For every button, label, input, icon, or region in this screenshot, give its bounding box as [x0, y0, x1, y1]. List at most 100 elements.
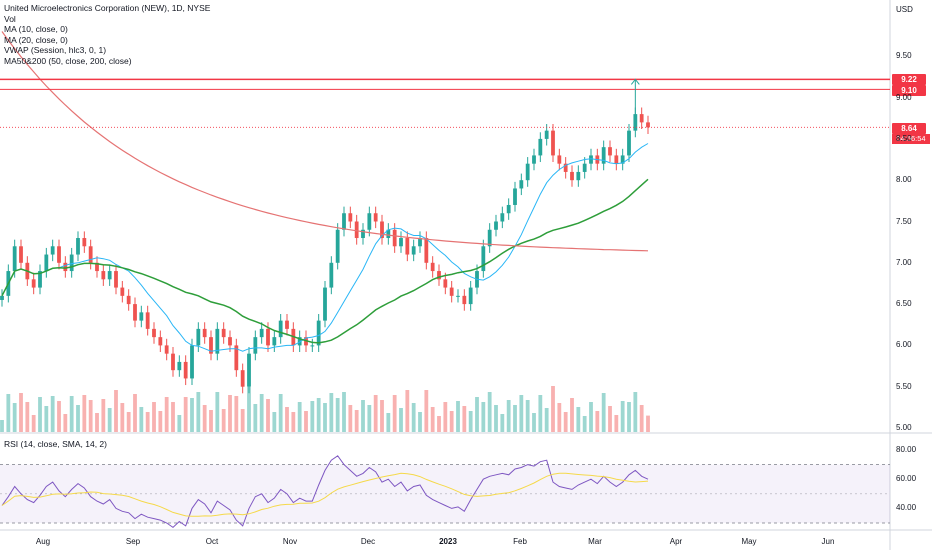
price-tick-label: 6.00	[896, 340, 912, 350]
volume-bar	[576, 407, 581, 432]
resistance-badge-1: 9.22	[892, 74, 926, 85]
candle-body	[614, 155, 619, 164]
rsi-line	[1, 455, 649, 529]
candle-body	[342, 213, 346, 230]
volume-bar	[278, 394, 283, 432]
candle-body	[519, 180, 524, 189]
candle-body	[323, 287, 327, 321]
volume-bar	[380, 400, 384, 432]
rsi-ma-line	[1, 472, 649, 517]
volume-bar	[405, 390, 410, 432]
legend-vol: Vol	[4, 13, 16, 24]
candle-body	[513, 188, 517, 205]
volume-bar	[639, 405, 644, 432]
candle-body	[437, 271, 441, 280]
candle-body	[481, 246, 486, 272]
candle-body	[31, 279, 36, 288]
volume-bar	[50, 396, 55, 432]
volume-bar	[646, 415, 650, 432]
candle-body	[95, 262, 99, 272]
candle-body	[69, 254, 74, 272]
volume-bar	[538, 395, 543, 432]
candle-body	[468, 287, 473, 305]
volume-bar	[57, 401, 61, 432]
volume-bar	[164, 397, 169, 432]
candle-body	[171, 353, 175, 371]
volume-bar	[614, 415, 619, 432]
rsi-tick-label: 80.00	[896, 445, 917, 454]
candle-body	[386, 229, 391, 239]
candle-body	[329, 262, 334, 288]
candle-body	[392, 229, 397, 247]
currency-label: USD	[896, 5, 913, 14]
volume-bar	[557, 403, 562, 432]
legend-vwap: VWAP (Session, hlc3, 0, 1)	[4, 45, 107, 55]
candle-body	[589, 155, 593, 164]
candle-body	[443, 279, 448, 288]
volume-bar	[215, 392, 220, 432]
candle-body	[361, 229, 365, 239]
candle-body	[646, 122, 650, 128]
volume-bar	[500, 414, 505, 432]
candle-body	[177, 361, 182, 371]
volume-bar	[335, 398, 340, 432]
volume-bar	[202, 405, 207, 432]
candle-body	[348, 213, 353, 222]
volume-bar	[0, 420, 4, 432]
candle-body	[627, 130, 631, 156]
candle-body	[354, 221, 359, 239]
volume-bar	[126, 412, 131, 432]
candle-body	[88, 246, 93, 263]
candle-body	[133, 304, 137, 321]
candle-body	[487, 229, 492, 247]
volume-bar	[481, 402, 486, 432]
time-tick-label: Jun	[821, 537, 835, 546]
time-tick-label: 2023	[439, 537, 457, 546]
volume-bar	[266, 399, 270, 432]
price-tick-label: 6.50	[896, 299, 912, 309]
volume-bar	[285, 407, 289, 432]
candle-body	[570, 171, 574, 181]
volume-bar	[513, 405, 517, 432]
volume-bar	[259, 394, 264, 432]
volume-bar	[19, 393, 23, 432]
volume-bar	[354, 410, 359, 432]
candle-body	[551, 130, 555, 156]
ma200-line	[1, 31, 649, 252]
candle-body	[310, 345, 315, 347]
candle-body	[380, 221, 384, 239]
candle-body	[272, 337, 277, 346]
time-tick-label: Apr	[669, 537, 683, 546]
candle-body	[367, 213, 372, 230]
candle-body	[601, 147, 606, 164]
candle-body	[399, 238, 403, 247]
candle-body	[0, 295, 4, 300]
candle-body	[449, 287, 454, 296]
candle-body	[221, 328, 226, 338]
volume-bar	[418, 412, 422, 432]
candle-body	[164, 345, 169, 354]
candle-body	[126, 295, 131, 305]
candle-body	[563, 163, 568, 172]
volume-bar	[582, 416, 587, 432]
price-tick-label: 8.00	[896, 175, 912, 185]
volume-bar	[234, 396, 239, 432]
candle-body	[44, 254, 49, 272]
volume-bar	[468, 411, 473, 432]
candle-body	[316, 320, 321, 346]
candle-body	[253, 337, 258, 354]
volume-bar	[462, 406, 467, 432]
candle-body	[525, 163, 530, 181]
time-tick-label: Feb	[513, 537, 527, 546]
price-tick-label: 5.50	[896, 381, 912, 391]
candle-body	[620, 155, 625, 164]
volume-bar	[386, 413, 391, 432]
volume-bar	[304, 411, 308, 432]
candle-body	[202, 328, 207, 338]
candle-body	[19, 246, 23, 263]
volume-bar	[44, 406, 49, 432]
volume-bar	[190, 398, 194, 432]
candle-body	[582, 163, 587, 172]
candle-body	[190, 345, 194, 379]
